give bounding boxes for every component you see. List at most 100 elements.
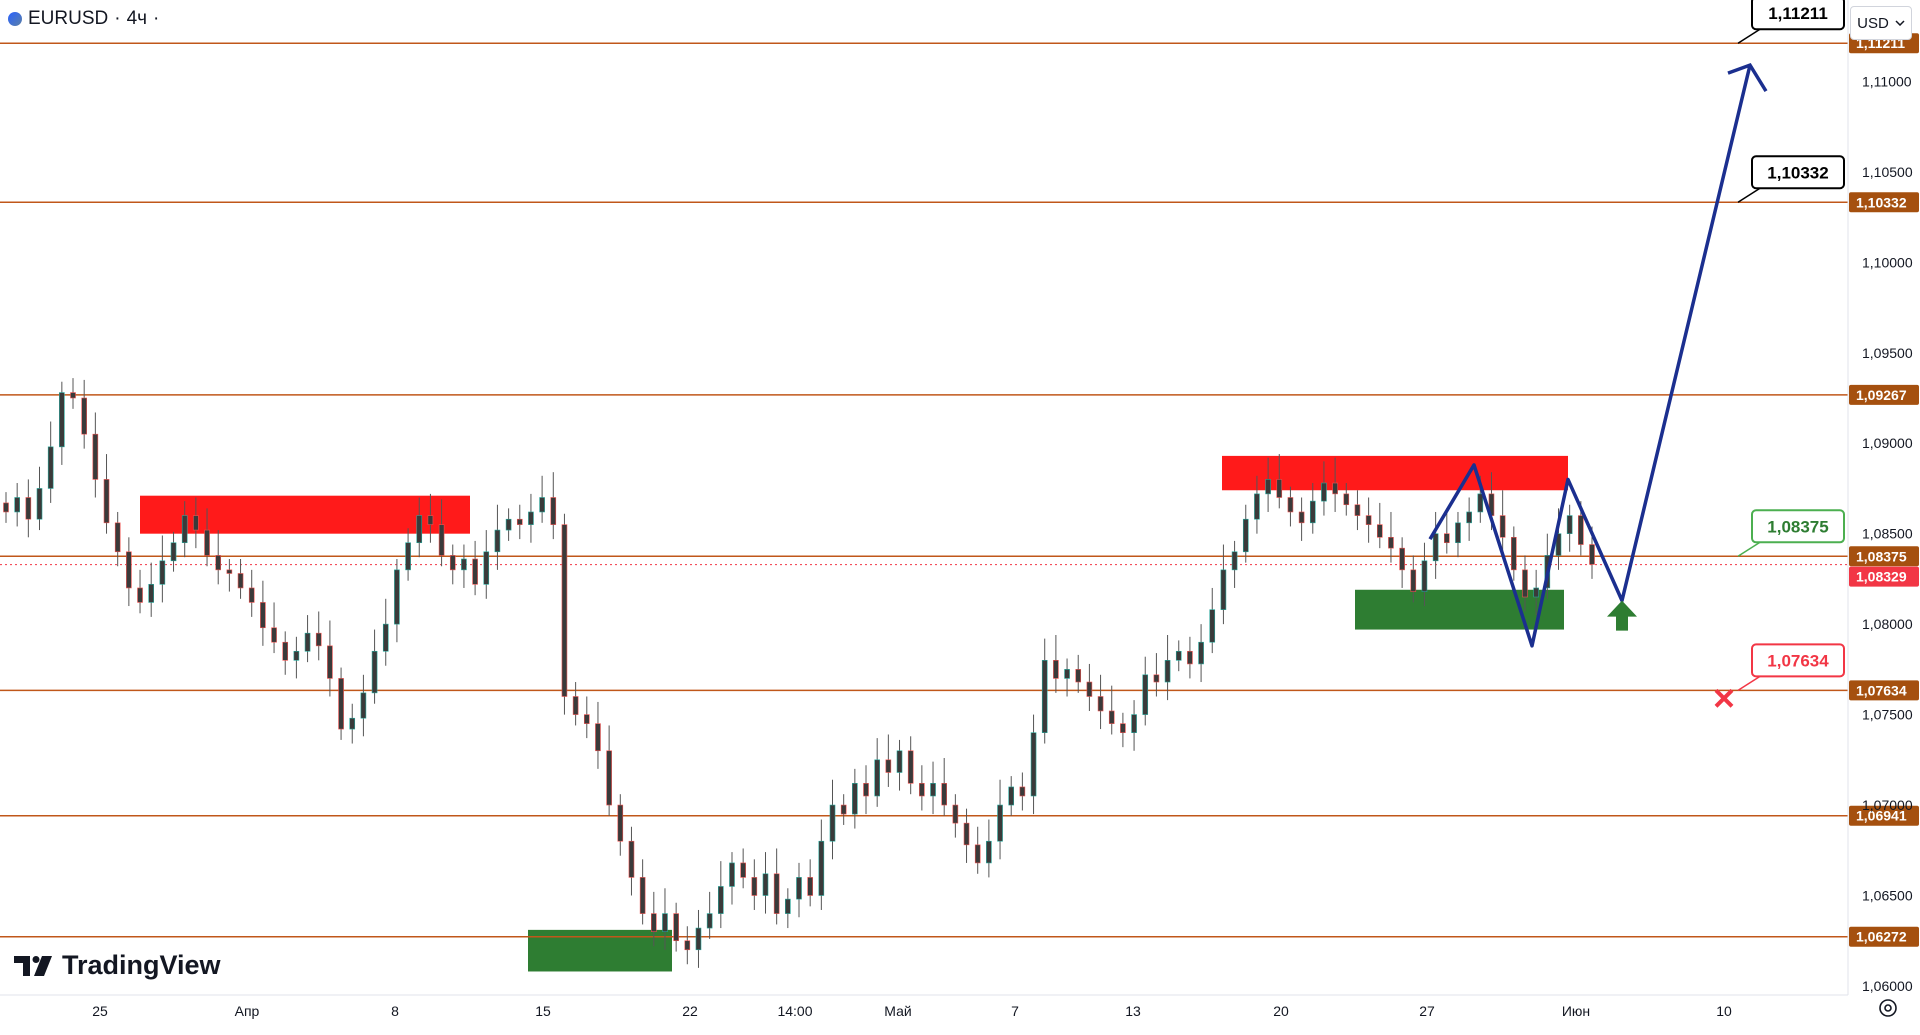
candle-body [382, 623, 389, 652]
candle-body [986, 840, 992, 864]
candle-body [1153, 674, 1160, 683]
candle-body [785, 898, 791, 914]
candle-body [1187, 650, 1193, 665]
candle-body [416, 515, 423, 544]
candle-body [438, 524, 445, 556]
candle-body [561, 524, 568, 697]
candle-body [896, 750, 903, 773]
candle-body [572, 696, 579, 715]
candle-body [1376, 524, 1383, 538]
candle-body [1511, 536, 1517, 571]
candle-body [1298, 511, 1305, 524]
candle-body [315, 632, 322, 647]
symbol-header[interactable]: EURUSD · 4ч · [8, 8, 159, 30]
candle-body [528, 511, 534, 525]
time-tick-label: 27 [1419, 1003, 1435, 1019]
candle-body [1265, 479, 1271, 495]
price-tick-label: 1,11000 [1862, 73, 1912, 89]
horizontal-levels[interactable]: 1,112111,103321,092671,083751,076341,069… [0, 33, 1919, 947]
time-tick-label: Май [884, 1003, 911, 1019]
level-price-label: 1,07634 [1856, 682, 1907, 698]
candle-body [1343, 493, 1350, 506]
candle-body [25, 497, 32, 520]
price-tick-label: 1,09500 [1862, 345, 1913, 361]
candle-body [472, 558, 478, 585]
candle-body [1064, 669, 1070, 679]
time-tick-label: 15 [535, 1003, 551, 1019]
gear-icon[interactable] [1876, 996, 1900, 1020]
currency-button[interactable]: USD [1850, 6, 1912, 40]
current-price-label: 1,08329 [1856, 569, 1907, 585]
price-axis[interactable]: 1,06000 1,06500 1,07000 1,07500 1,08000 1,085… [0, 0, 1913, 996]
candle-body [1589, 544, 1595, 565]
candle-body [1164, 660, 1171, 683]
projection-path[interactable] [1428, 62, 1768, 648]
candle-body [1477, 493, 1484, 513]
candle-body [137, 587, 143, 603]
candle-body [226, 569, 233, 574]
candle-body [1198, 641, 1204, 665]
candle-body [1566, 515, 1573, 534]
callout-box[interactable] [1751, 155, 1845, 190]
callout-leader [1737, 675, 1761, 691]
candle-body [1287, 497, 1294, 513]
time-axis[interactable]: 25 Апр 8 15 22 14:00 Май 7 13 20 27 Июн 10 [92, 1003, 1732, 1019]
interval-label: 4ч [126, 8, 148, 29]
time-tick-label: Июн [1562, 1003, 1590, 1019]
level-price-label: 1,08375 [1856, 548, 1907, 564]
price-tick-label: 1,07000 [1862, 797, 1913, 813]
candle-body [126, 551, 132, 589]
candle-body [1399, 547, 1405, 571]
price-tick-label: 1,08500 [1862, 526, 1913, 542]
callout-leader [1737, 28, 1761, 44]
candle-body [1466, 511, 1472, 524]
candle-body [941, 783, 947, 806]
candles [3, 378, 1595, 968]
candle-body [840, 804, 847, 815]
level-price-tag [1849, 192, 1919, 213]
candle-body [1432, 533, 1439, 562]
candle-body [695, 927, 702, 951]
candle-body [684, 940, 691, 951]
callout-box[interactable] [1751, 643, 1845, 678]
markers [1607, 600, 1734, 708]
candle-body [1455, 522, 1461, 544]
time-tick-label: 20 [1273, 1003, 1289, 1019]
candle-body [282, 641, 289, 661]
candle-body [874, 759, 880, 797]
candle-body [159, 560, 166, 585]
price-tick-label: 1,10500 [1862, 164, 1913, 180]
candle-body [740, 862, 746, 878]
candle-body [1444, 533, 1450, 544]
candle-body [1410, 569, 1417, 592]
candle-body [628, 840, 635, 878]
level-price-tag [1849, 680, 1919, 701]
callouts[interactable]: 1,11211 1,10332 1,08375 1,07634 [1737, 0, 1845, 691]
candle-body [14, 497, 20, 513]
callout-leader [1737, 541, 1761, 557]
projection-line[interactable] [1428, 64, 1752, 648]
candle-body [796, 877, 802, 900]
candle-body [829, 804, 836, 842]
time-tick-label: 10 [1716, 1003, 1732, 1019]
candle-body [651, 913, 657, 932]
candle-body [170, 542, 177, 562]
candle-body [1522, 569, 1528, 598]
time-tick-label: Апр [235, 1003, 260, 1019]
symbol-name: EURUSD [28, 8, 109, 29]
candle-body [483, 551, 490, 585]
candle-body [237, 573, 244, 589]
tradingview-logo[interactable]: TradingView [14, 950, 221, 981]
callout-box[interactable] [1751, 509, 1845, 544]
candle-body [1097, 696, 1104, 712]
candle-body [885, 759, 892, 773]
chevron-down-icon [1895, 20, 1905, 26]
header-separator: · [114, 8, 121, 29]
resistance-zone [1222, 455, 1568, 491]
callout-box[interactable] [1751, 0, 1845, 31]
candle-body [997, 804, 1003, 842]
candle-body [148, 584, 154, 603]
candle-body [338, 678, 344, 730]
level-price-tag [1849, 384, 1919, 405]
